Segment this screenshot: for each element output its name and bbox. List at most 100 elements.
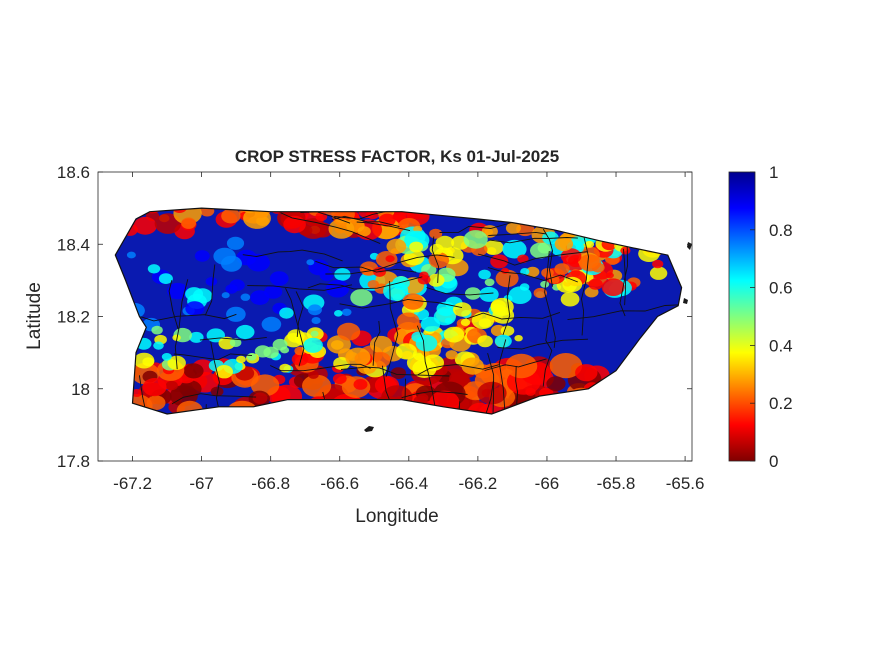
municipal-boundary (339, 298, 463, 309)
municipal-boundary (381, 365, 404, 414)
y-axis-label: Latitude (24, 282, 45, 350)
stress-blob (601, 278, 625, 297)
municipal-boundary (315, 260, 417, 273)
stress-blob (142, 378, 167, 397)
stress-blob (575, 364, 598, 382)
y-tick-label: 18 (71, 380, 90, 399)
x-tick-label: -66.2 (459, 474, 498, 493)
stress-blob (183, 363, 204, 379)
stress-blob (306, 259, 315, 266)
stress-blob (353, 379, 368, 390)
stress-blob (243, 208, 271, 229)
municipal-boundary (285, 288, 305, 367)
colorbar: 0 0.2 0.4 0.6 0.8 1 (728, 163, 793, 471)
municipal-boundary (426, 287, 494, 296)
stress-blob (420, 316, 441, 332)
stress-blob (549, 353, 583, 379)
stress-blob (326, 279, 349, 298)
stress-blob (185, 301, 205, 316)
stress-blob (341, 308, 352, 316)
municipal-boundary (466, 311, 561, 320)
municipal-boundary (484, 358, 547, 371)
stress-blob (261, 316, 282, 332)
stress-blob (287, 329, 305, 343)
stress-blob (484, 228, 494, 236)
municipal-boundary (140, 313, 237, 322)
colorbar-tick-label: 0.4 (769, 336, 793, 355)
stress-blob (588, 278, 603, 290)
stress-blob (505, 222, 521, 234)
stress-blob (533, 287, 547, 299)
stress-blob (221, 255, 242, 272)
municipal-boundary (171, 393, 257, 405)
municipal-boundary (542, 320, 553, 387)
stress-blob (428, 252, 450, 269)
municipal-boundary (502, 275, 511, 336)
stress-blob (500, 325, 515, 336)
y-tick-label: 18.2 (57, 308, 90, 327)
stress-blob (463, 230, 488, 249)
stress-blob (525, 266, 540, 278)
stress-blob (246, 353, 257, 361)
stress-blob (310, 330, 319, 337)
stress-blob (181, 217, 197, 229)
stress-blob (350, 289, 373, 307)
stress-blob (508, 286, 532, 305)
stress-blob (417, 274, 431, 285)
stress-blob (151, 325, 163, 335)
municipal-boundary (477, 251, 588, 266)
municipal-boundary (270, 363, 371, 372)
x-tick-label: -65.8 (597, 474, 636, 493)
stress-blob (221, 292, 230, 299)
stress-blob (520, 268, 530, 276)
x-tick-label: -66 (535, 474, 560, 493)
stress-blob (620, 246, 631, 255)
municipal-boundary (385, 280, 399, 377)
municipal-boundary (417, 364, 500, 376)
stress-blob (415, 334, 438, 352)
municipal-boundary (567, 303, 682, 321)
municipal-boundary (242, 249, 343, 262)
stress-blob (369, 335, 393, 354)
stress-blob (390, 367, 406, 379)
stress-blob (194, 250, 210, 262)
stress-blob (279, 307, 294, 319)
colorbar-tick-label: 0.8 (769, 221, 793, 240)
x-tick-label: -66.8 (251, 474, 290, 493)
municipal-boundary (431, 236, 439, 284)
stress-blob (490, 297, 514, 316)
stress-blob (210, 386, 224, 397)
municipal-boundary (204, 264, 216, 316)
stress-blob (517, 254, 529, 264)
municipal-boundary (210, 341, 223, 414)
stress-blob (560, 291, 580, 307)
x-tick-label: -65.6 (666, 474, 705, 493)
stress-blob (158, 273, 173, 284)
stress-blob (161, 353, 172, 361)
municipal-boundary (131, 375, 147, 414)
stress-blob (308, 370, 319, 379)
stress-blob (291, 352, 309, 366)
stress-blob (409, 241, 424, 253)
stress-blob (319, 270, 334, 281)
x-axis-label: Longitude (355, 506, 438, 527)
stress-blob (307, 304, 322, 316)
stress-blob (546, 376, 566, 392)
stress-blob (554, 236, 574, 252)
municipal-boundary (487, 352, 496, 414)
colorbar-tick-label: 0 (769, 452, 778, 471)
stress-blob (540, 280, 550, 288)
municipal-boundary (484, 380, 495, 414)
stress-blob (386, 238, 407, 254)
stress-blob (263, 346, 279, 359)
municipal-boundary (295, 291, 304, 337)
stress-blob (272, 338, 288, 351)
municipal-boundary (307, 276, 423, 290)
municipal-boundary (325, 254, 455, 275)
x-axis-ticks: -67.2 -67 -66.8 -66.6 -66.4 -66.2 -66 -65.8 -65.… (113, 172, 704, 493)
stress-blob (605, 272, 614, 279)
stress-blob (525, 387, 536, 396)
stress-blob (246, 253, 270, 272)
stress-blob (250, 290, 270, 305)
stress-blob (221, 208, 241, 224)
